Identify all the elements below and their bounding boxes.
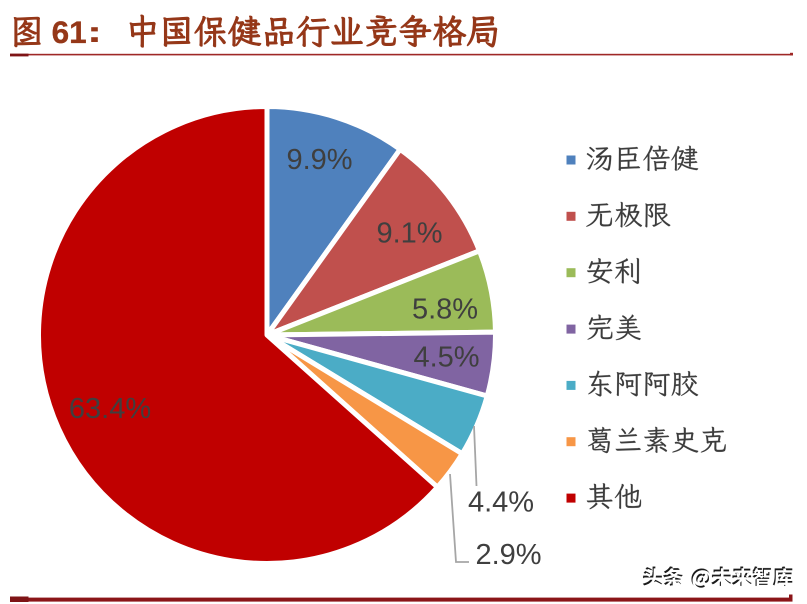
- svg-text:4.5%: 4.5%: [413, 342, 479, 374]
- svg-text:63.4%: 63.4%: [69, 393, 151, 425]
- svg-text:2.9%: 2.9%: [475, 539, 541, 571]
- svg-text:5.8%: 5.8%: [412, 294, 478, 326]
- svg-text:4.4%: 4.4%: [468, 487, 534, 519]
- svg-text:9.9%: 9.9%: [286, 144, 352, 176]
- svg-text:61: 61: [52, 14, 87, 50]
- svg-text:9.1%: 9.1%: [376, 218, 442, 250]
